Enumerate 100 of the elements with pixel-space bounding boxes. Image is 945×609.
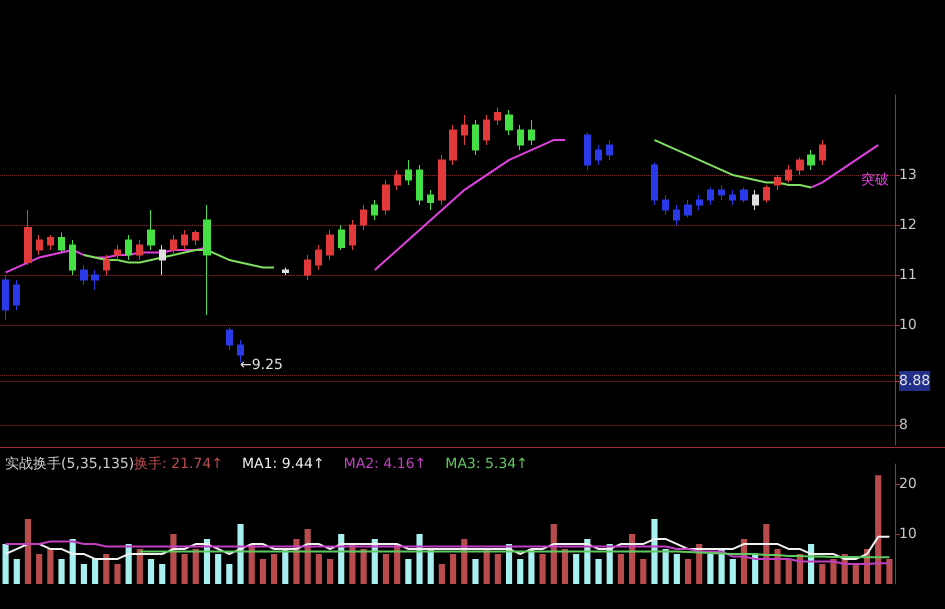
- text: MA1: 9.44↑: [242, 456, 325, 472]
- bar: [58, 559, 65, 584]
- candlestick: [819, 140, 826, 166]
- bar: [47, 549, 54, 584]
- candlestick: [315, 244, 322, 270]
- bar: [70, 539, 76, 584]
- candlestick: [662, 194, 669, 216]
- bar: [159, 564, 166, 584]
- chart-title: 实战换手(5,35,135): [5, 456, 134, 472]
- candlestick: [13, 280, 20, 310]
- bar: [450, 554, 456, 584]
- bar: [80, 564, 87, 584]
- y-tick-label: 8: [899, 417, 908, 433]
- bar: [595, 559, 602, 584]
- candlestick: [304, 254, 311, 280]
- bar: [2, 544, 9, 584]
- candlestick: [785, 164, 792, 183]
- bar: [640, 559, 646, 584]
- candlestick: [326, 230, 334, 260]
- candlestick: [718, 184, 725, 200]
- text: MA3: 5.34↑: [445, 456, 528, 472]
- bar: [550, 524, 557, 584]
- candlestick: [651, 162, 658, 206]
- candlestick: [371, 200, 378, 220]
- bar: [573, 554, 580, 584]
- candlestick: [282, 267, 289, 276]
- candlestick: [796, 157, 804, 176]
- bar: [148, 559, 154, 584]
- candlestick: [80, 264, 88, 286]
- candlestick: [405, 160, 412, 186]
- candlestick: [114, 244, 121, 260]
- candlestick: [159, 244, 166, 276]
- line-series: [4, 540, 890, 565]
- candlestick: [505, 110, 513, 136]
- line-series: [4, 536, 890, 560]
- candlestick: [69, 240, 76, 276]
- candlestick: [147, 210, 155, 250]
- y-tick-label: 8.88: [899, 373, 930, 389]
- candlestick: [192, 230, 199, 246]
- bar: [282, 549, 288, 584]
- bar: [730, 559, 736, 584]
- y-tick-label: 10: [899, 526, 917, 542]
- candlestick: [136, 240, 143, 260]
- bar: [618, 554, 624, 584]
- candlestick: [494, 107, 501, 126]
- candlestick: [684, 200, 692, 218]
- bar: [182, 554, 188, 584]
- bar: [260, 559, 266, 584]
- bar: [316, 554, 322, 584]
- bar: [852, 564, 859, 584]
- candlestick: [584, 132, 591, 170]
- candlestick: [729, 190, 736, 206]
- bar: [517, 559, 524, 584]
- bar: [540, 554, 546, 584]
- text: MA2: 4.16↑: [344, 456, 426, 472]
- candlestick: [595, 144, 602, 166]
- candlestick: [47, 234, 54, 250]
- candlestick: [349, 220, 356, 250]
- candlestick: [673, 204, 680, 226]
- y-tick-label: 11: [899, 267, 917, 283]
- bar: [271, 554, 278, 584]
- bar: [684, 559, 692, 584]
- y-tick-label: 12: [899, 217, 917, 233]
- bar: [472, 559, 479, 584]
- bar: [494, 554, 501, 584]
- candlestick: [382, 180, 390, 216]
- candlestick: [58, 232, 65, 253]
- candlestick: [438, 154, 446, 206]
- candlestick: [360, 204, 367, 230]
- text: 换手: 21.74↑: [134, 456, 223, 472]
- bar: [215, 554, 222, 584]
- candlestick: [740, 187, 748, 203]
- candlestick: [36, 234, 43, 256]
- candlestick: [752, 190, 759, 210]
- candlestick: [2, 274, 9, 320]
- y-tick-label: 13: [899, 167, 917, 183]
- candlestick: [338, 224, 345, 250]
- bar: [14, 559, 20, 584]
- annotation: 突破: [861, 172, 889, 188]
- bar: [114, 564, 121, 584]
- candlestick: [181, 230, 188, 250]
- bar: [103, 554, 110, 584]
- bar: [405, 559, 412, 584]
- candlestick: [427, 190, 434, 210]
- bar: [326, 559, 334, 584]
- candlestick: [707, 187, 714, 206]
- candlestick: [517, 124, 524, 150]
- candlestick: [125, 234, 132, 260]
- candlestick: [696, 194, 703, 210]
- bar: [662, 549, 669, 584]
- bar: [36, 554, 42, 584]
- candlestick: [91, 270, 99, 290]
- candlestick: [483, 114, 490, 146]
- candlestick: [24, 210, 32, 266]
- bar: [830, 559, 837, 584]
- candlestick: [416, 164, 423, 206]
- bar: [786, 559, 792, 584]
- bar: [562, 549, 568, 584]
- candlestick: [170, 234, 177, 256]
- bar: [360, 549, 367, 584]
